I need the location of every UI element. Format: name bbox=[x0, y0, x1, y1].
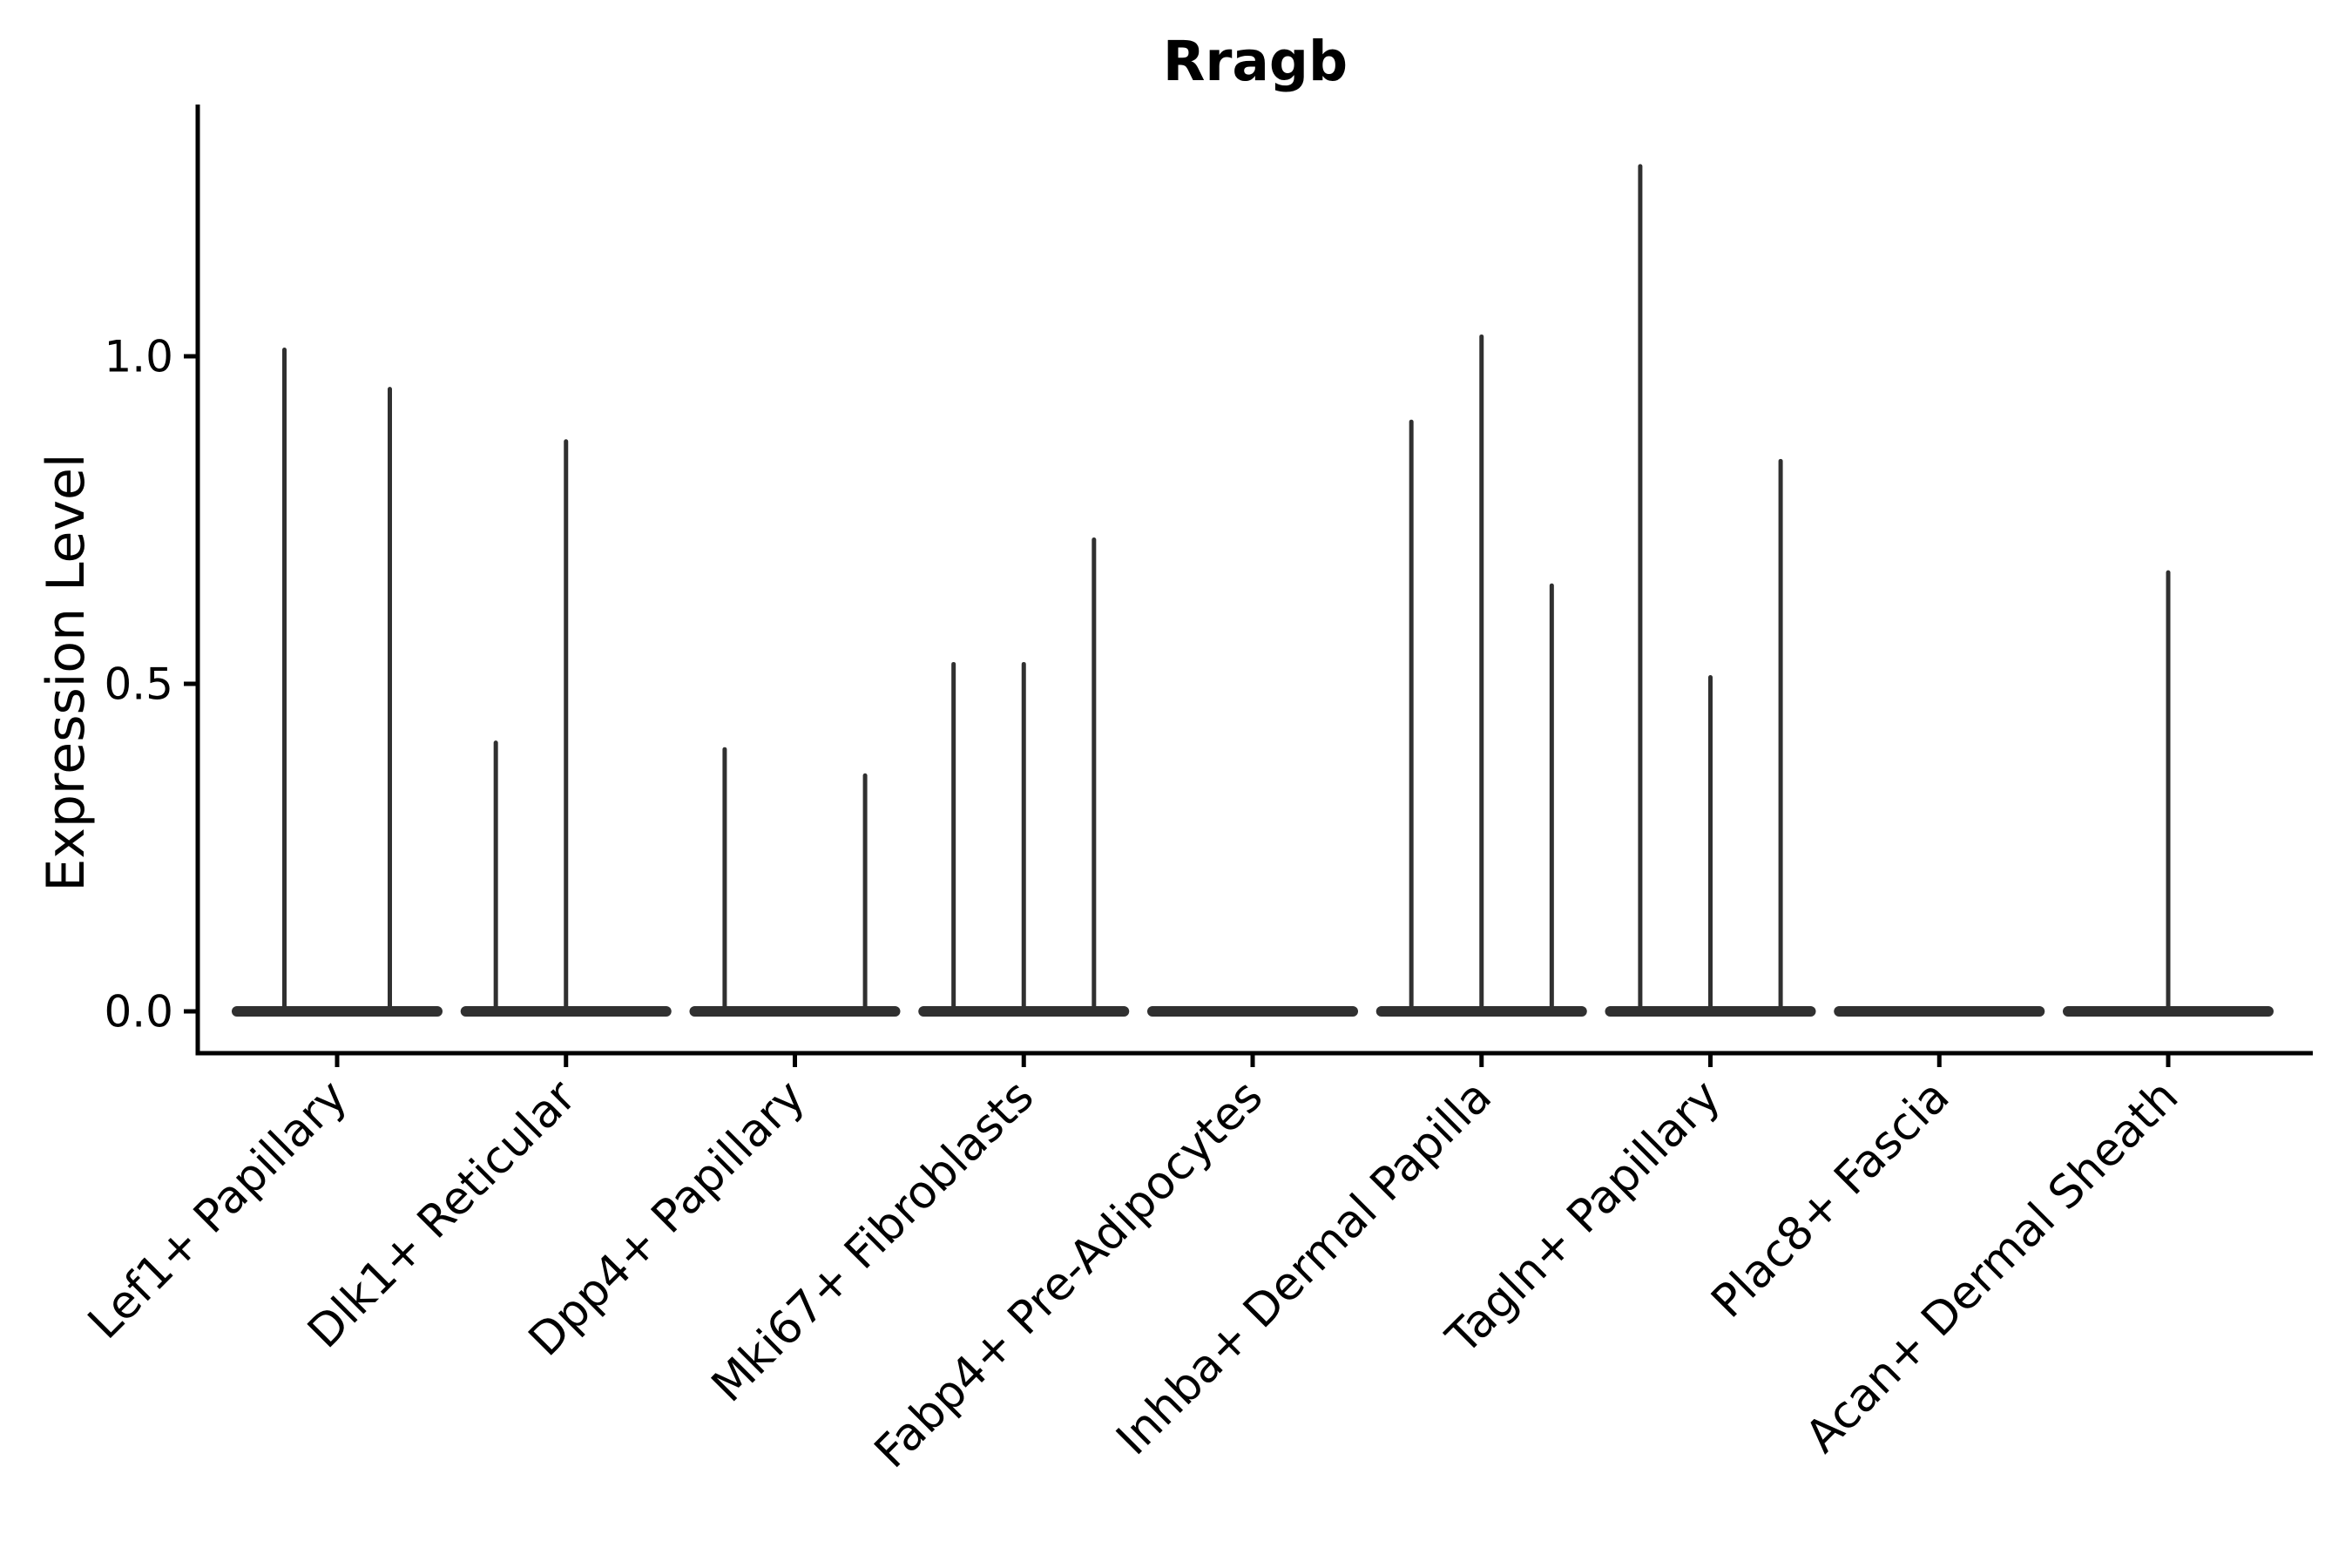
violin-body bbox=[1834, 1006, 2045, 1017]
x-tick-label: Inhba+ Dermal Papilla bbox=[1106, 1071, 1501, 1465]
y-tick-label: 0.0 bbox=[104, 987, 173, 1037]
y-tick-label: 0.5 bbox=[104, 659, 173, 710]
x-tick-label: Acan+ Dermal Sheath bbox=[1796, 1071, 2189, 1463]
violin-body bbox=[689, 1006, 901, 1017]
y-tick-label: 1.0 bbox=[104, 332, 173, 382]
violin-body bbox=[232, 1006, 443, 1017]
x-tick-label: Fabp4+ Pre-Adipocytes bbox=[865, 1071, 1273, 1478]
violin-body bbox=[1147, 1006, 1358, 1017]
x-tick-label: Plac8+ Fascia bbox=[1702, 1071, 1960, 1328]
plot-title: Rragb bbox=[1162, 30, 1348, 93]
